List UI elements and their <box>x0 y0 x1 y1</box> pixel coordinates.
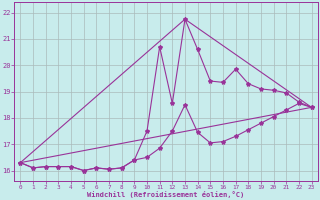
X-axis label: Windchill (Refroidissement éolien,°C): Windchill (Refroidissement éolien,°C) <box>87 191 244 198</box>
